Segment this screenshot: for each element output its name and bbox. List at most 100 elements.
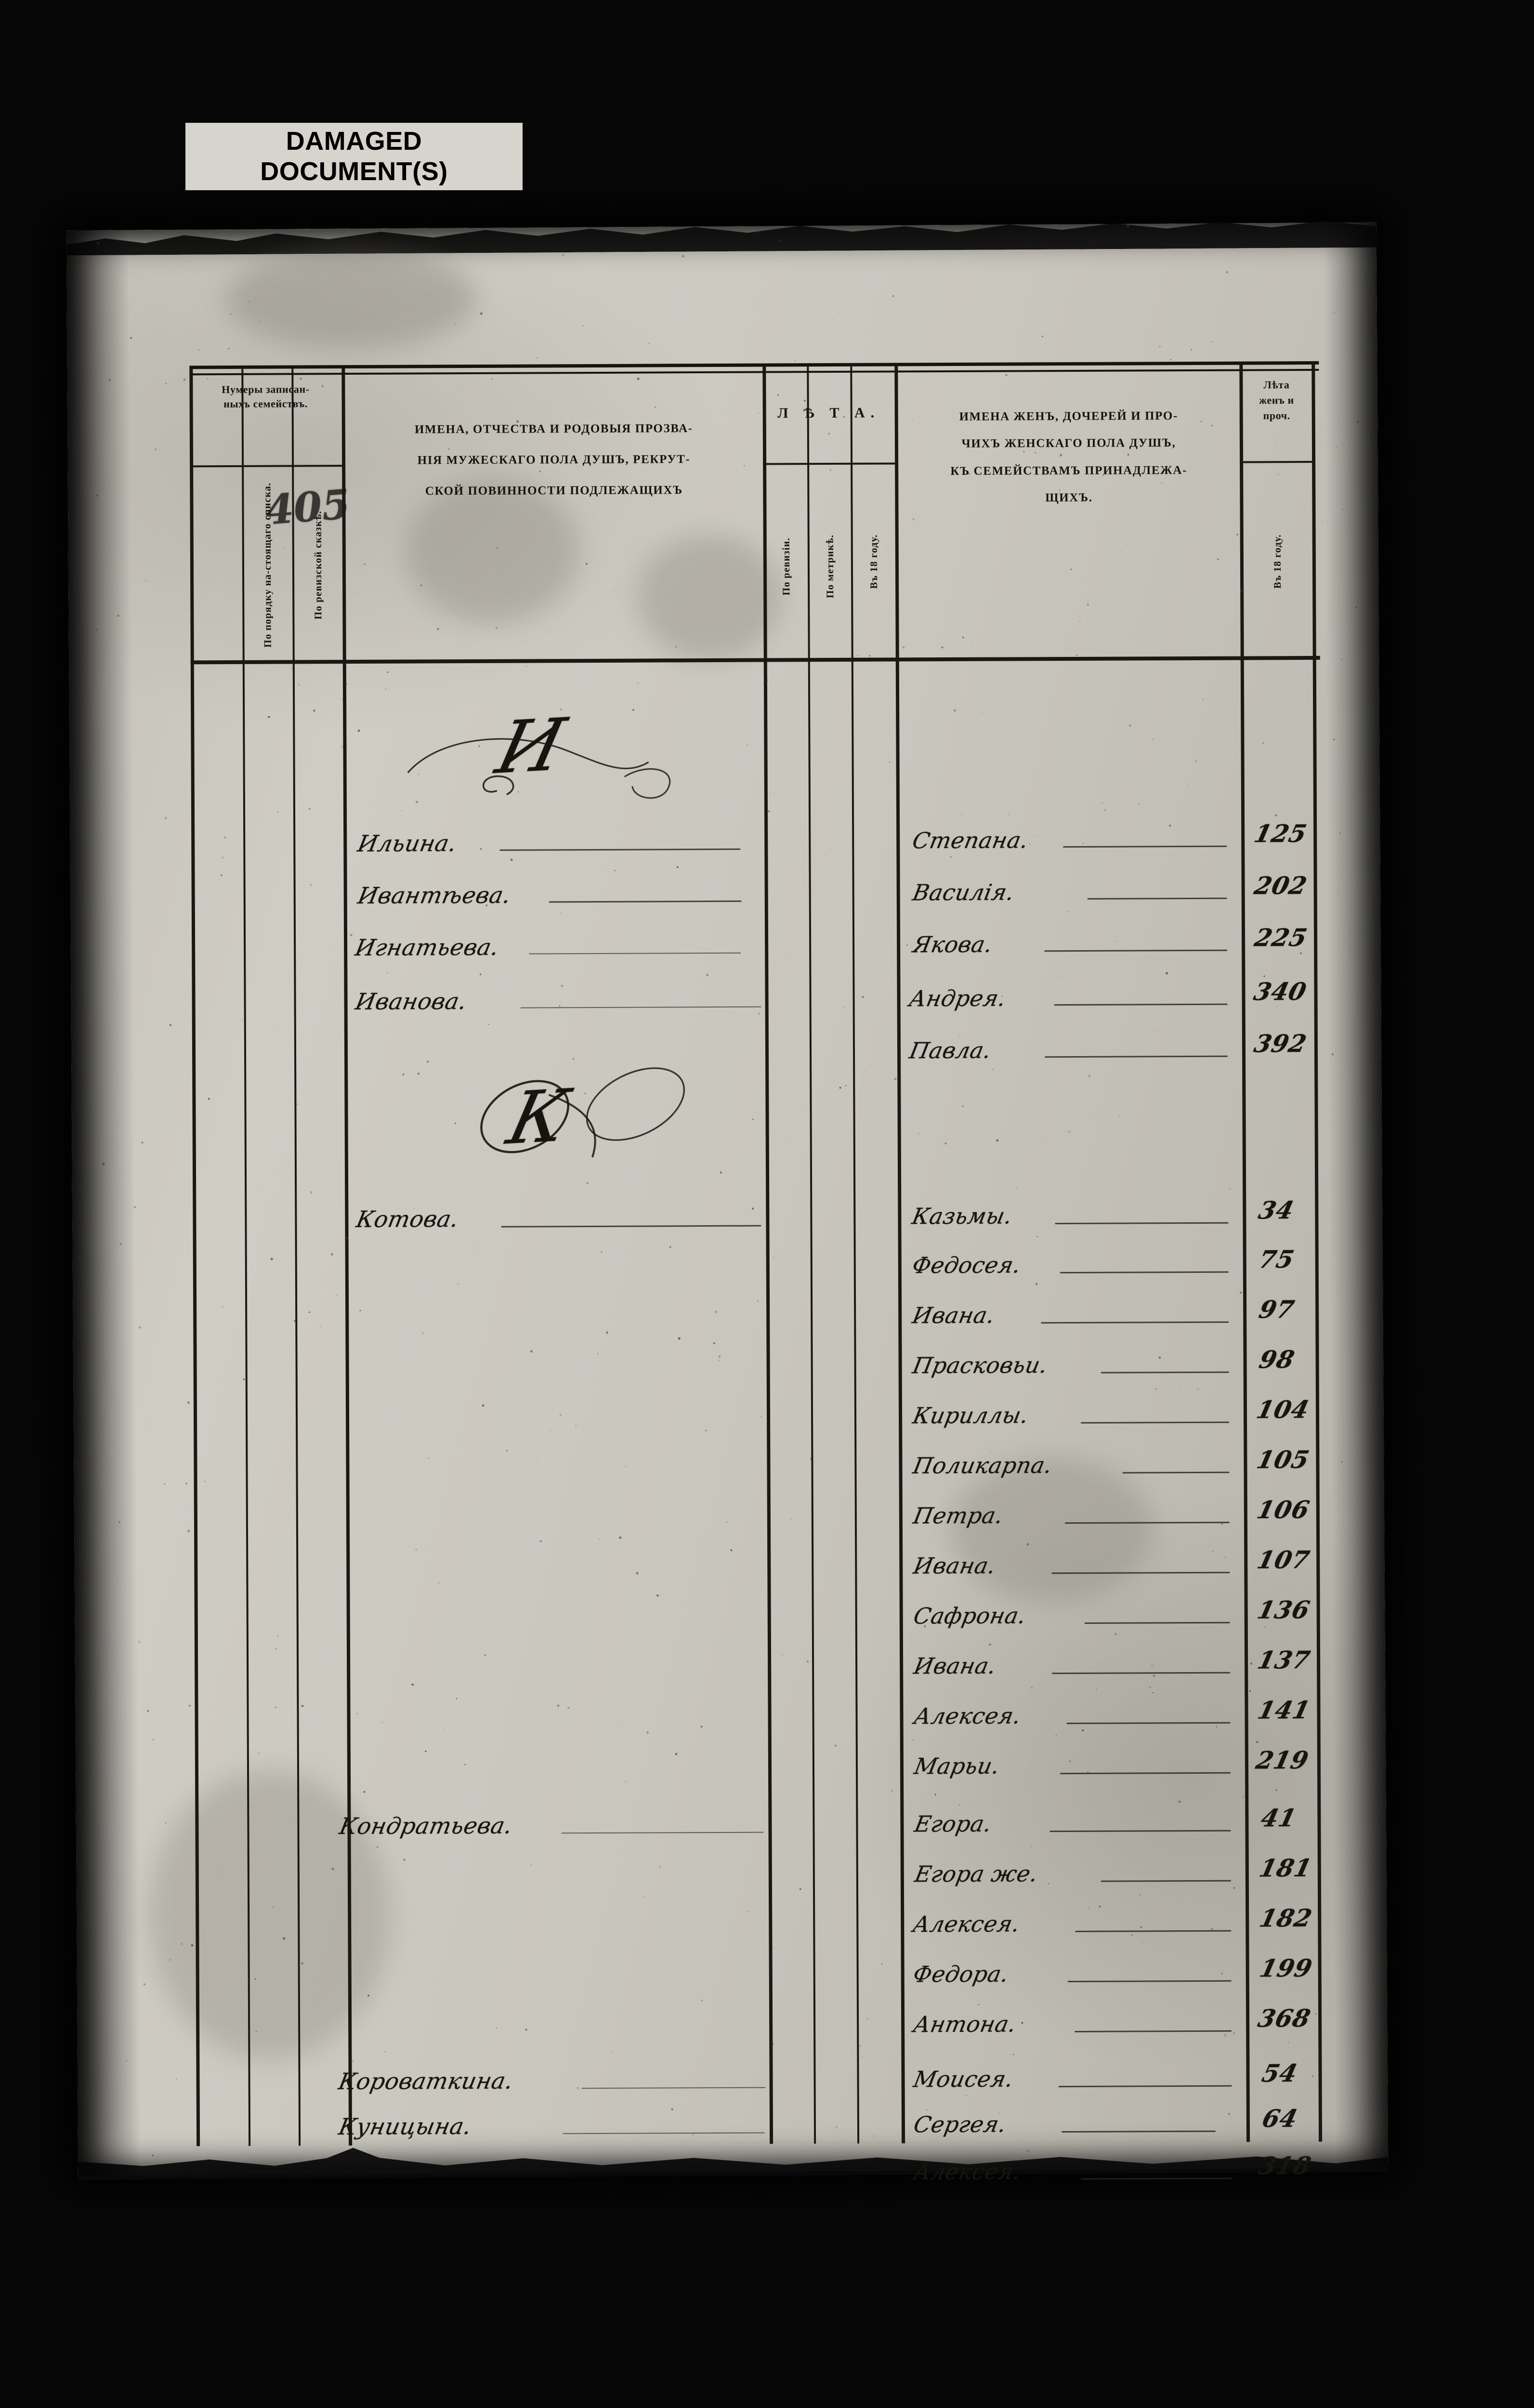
- paper-speck: [757, 231, 760, 233]
- paper-speck: [1151, 1664, 1153, 1666]
- paper-speck: [584, 1092, 586, 1094]
- page-ref-cell: 41: [1258, 1804, 1299, 1832]
- paper-speck: [1158, 1356, 1161, 1359]
- paper-speck: [1250, 1662, 1252, 1665]
- paper-speck: [188, 1704, 191, 1707]
- paper-speck: [276, 1635, 279, 1637]
- paper-speck: [782, 1654, 783, 1656]
- paper-speck: [872, 2135, 873, 2137]
- paper-speck: [934, 1793, 936, 1796]
- paper-speck: [646, 1731, 649, 1734]
- paper-speck: [1264, 1626, 1265, 1628]
- paper-speck: [169, 1959, 171, 1961]
- header-male-names-line3: СКОЙ ПОВИННОСТИ ПОДЛЕЖАЩИХЪ: [425, 483, 683, 497]
- paper-speck: [1196, 1388, 1198, 1390]
- filler-dash: [563, 2132, 765, 2134]
- hrule-years-split: [763, 462, 895, 465]
- paper-speck: [675, 1753, 678, 1755]
- paper-speck: [1233, 2032, 1235, 2034]
- paper-speck: [294, 1320, 296, 1322]
- paper-speck: [208, 1098, 210, 1100]
- page-ref-cell: 104: [1254, 1395, 1312, 1424]
- paper-speck: [752, 1118, 754, 1120]
- filler-dash: [1122, 1471, 1230, 1474]
- header-female-names: ИМЕНА ЖЕНЪ, ДОЧЕРЕЙ И ПРО- ЧИХЪ ЖЕНСКАГО…: [901, 403, 1237, 512]
- paper-speck: [164, 817, 167, 819]
- given-name-cell: Василія.: [910, 879, 1017, 906]
- paper-speck: [219, 1871, 220, 1872]
- paper-speck: [437, 1582, 439, 1584]
- paper-speck: [242, 1378, 245, 1381]
- paper-speck: [1067, 911, 1069, 913]
- paper-speck: [656, 1594, 659, 1597]
- paper-speck: [94, 482, 95, 483]
- paper-speck: [868, 1281, 869, 1283]
- paper-speck: [336, 1295, 338, 1296]
- paper-speck: [1139, 1894, 1141, 1896]
- paper-speck: [386, 972, 388, 974]
- paper-speck: [1155, 1388, 1157, 1390]
- paper-speck: [427, 1060, 429, 1063]
- given-name-cell: Павла.: [907, 1037, 994, 1064]
- paper-speck: [659, 1866, 661, 1868]
- paper-speck: [676, 866, 679, 868]
- paper-speck: [962, 636, 964, 638]
- paper-speck: [183, 378, 186, 381]
- paper-speck: [806, 1660, 809, 1662]
- header-families-line1: Нумеры записан-: [222, 383, 310, 396]
- filler-dash: [1052, 1672, 1231, 1675]
- paper-speck: [117, 615, 119, 617]
- paper-speck: [320, 1326, 321, 1327]
- revision-tale-table: Нумеры записан- ныхъ семействъ. По поряд…: [189, 361, 1326, 2185]
- page-ref-cell: 318: [1256, 2151, 1314, 2180]
- header-female-years-line1: Лѣта: [1263, 379, 1290, 391]
- paper-speck: [377, 1846, 378, 1848]
- paper-speck: [1021, 2022, 1023, 2024]
- given-name-cell: Алексея.: [912, 1702, 1023, 1729]
- surname-cell: Ивантѣева.: [355, 882, 513, 909]
- hrule-fyears-split: [1240, 460, 1312, 463]
- paper-speck: [416, 801, 418, 803]
- paper-speck: [81, 1102, 82, 1103]
- paper-speck: [1256, 1741, 1259, 1743]
- paper-speck: [1236, 534, 1238, 536]
- header-male-names-line1: ИМЕНА, ОТЧЕСТВА И РОДОВЫЯ ПРОЗВА-: [414, 422, 693, 436]
- page-ref-cell: 34: [1256, 1196, 1297, 1225]
- paper-speck: [1371, 1438, 1373, 1440]
- paper-speck: [182, 253, 183, 254]
- paper-speck: [1336, 446, 1337, 448]
- paper-speck: [959, 1804, 960, 1806]
- paper-speck: [1156, 1030, 1158, 1032]
- paper-speck: [869, 655, 871, 657]
- filler-dash: [1101, 1880, 1231, 1882]
- paper-speck: [1030, 1686, 1033, 1689]
- paper-speck: [165, 1822, 167, 1824]
- header-male-names: ИМЕНА, ОТЧЕСТВА И РОДОВЫЯ ПРОЗВА- НІЯ МУ…: [349, 413, 760, 507]
- filler-dash: [1044, 949, 1228, 952]
- paper-speck: [1060, 454, 1062, 457]
- paper-speck: [1114, 1633, 1117, 1635]
- given-name-cell: Прасковьи.: [910, 1352, 1050, 1379]
- paper-speck: [912, 518, 915, 521]
- paper-speck: [845, 1085, 847, 1086]
- paper-speck: [387, 231, 389, 234]
- paper-speck: [187, 1530, 190, 1532]
- paper-speck: [108, 379, 111, 381]
- paper-speck: [402, 1073, 405, 1075]
- paper-speck: [894, 1077, 897, 1080]
- paper-speck: [843, 416, 845, 418]
- header-female-names-line2: ЧИХЪ ЖЕНСКАГО ПОЛА ДУШЪ,: [961, 436, 1176, 451]
- page-ref-cell: 106: [1254, 1495, 1312, 1524]
- paper-speck: [800, 1888, 801, 1890]
- paper-speck: [480, 312, 483, 315]
- header-years-in18: Въ 18 году.: [867, 534, 879, 589]
- paper-speck: [1088, 1074, 1091, 1077]
- paper-speck: [1322, 521, 1324, 522]
- paper-speck: [84, 1765, 87, 1767]
- paper-speck: [151, 2154, 154, 2157]
- given-name-cell: Андрея.: [907, 985, 1009, 1012]
- paper-speck: [1228, 2113, 1230, 2115]
- filler-dash: [529, 952, 741, 955]
- paper-speck: [204, 1480, 206, 1482]
- paper-speck: [484, 1654, 486, 1657]
